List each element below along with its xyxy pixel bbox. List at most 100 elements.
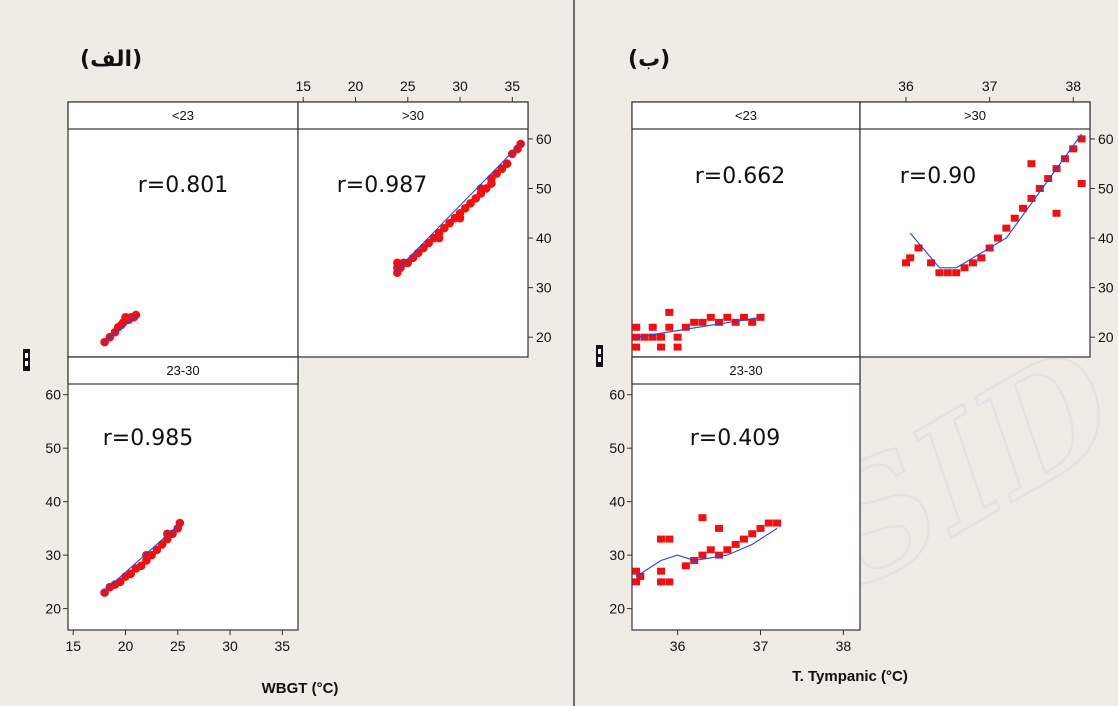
x-tick-label: 38: [836, 638, 852, 654]
data-point: [935, 269, 944, 277]
facet-panel: [67, 101, 299, 358]
data-point: [715, 524, 724, 532]
data-point: [690, 318, 699, 326]
data-point: [476, 184, 486, 193]
correlation-label: r=0.90: [900, 164, 976, 189]
data-point: [1077, 135, 1086, 143]
data-point: [927, 259, 936, 267]
data-point: [152, 545, 162, 555]
y-tick-label: 20: [609, 601, 625, 617]
y-tick-label: 60: [536, 131, 552, 147]
y-tick-label: 40: [609, 494, 625, 510]
y-tick-label: 30: [45, 547, 61, 563]
figure-b-ylabel-icon: [596, 345, 603, 367]
data-point: [715, 318, 724, 326]
y-tick-label: 20: [45, 601, 61, 617]
y-tick-label: 60: [45, 387, 61, 403]
x-tick-label: 20: [118, 638, 134, 654]
data-point: [698, 318, 707, 326]
data-point: [136, 561, 146, 571]
facet-panel: [67, 356, 299, 631]
data-point: [681, 562, 690, 570]
data-point: [632, 323, 641, 331]
y-tick-label: 50: [45, 440, 61, 456]
y-tick-label: 50: [1098, 180, 1114, 196]
data-point: [748, 318, 757, 326]
data-point: [1019, 204, 1028, 212]
data-point: [673, 343, 682, 351]
x-tick-label: 25: [400, 78, 416, 94]
data-point: [434, 233, 444, 243]
x-tick-label: 25: [170, 638, 186, 654]
figure-b-title: (ب): [628, 47, 670, 72]
data-point: [698, 551, 707, 559]
x-tick-label: 15: [295, 78, 311, 94]
data-point: [131, 310, 141, 320]
x-tick-label: 37: [753, 638, 769, 654]
y-tick-label: 20: [536, 329, 552, 345]
data-point: [657, 333, 666, 341]
data-point: [968, 259, 977, 267]
x-tick-label: 35: [275, 638, 291, 654]
x-tick-label: 38: [1065, 78, 1081, 94]
x-tick-label: 20: [348, 78, 364, 94]
data-point: [665, 308, 674, 316]
x-tick-label: 36: [670, 638, 686, 654]
plot-layer: <23 r=0.801 >30 r=0.987 20 30 40 50 60 15 20 25 30 35…: [45, 78, 1113, 654]
facet-strip: [297, 101, 529, 130]
facet-strip-label: 23-30: [729, 363, 762, 378]
x-tick-label: 37: [982, 78, 998, 94]
data-point: [115, 577, 125, 587]
facet-strip-label: >30: [964, 108, 986, 123]
data-point: [455, 213, 465, 223]
correlation-label: r=0.987: [337, 173, 427, 198]
data-point: [723, 546, 732, 554]
facet-panel: [297, 101, 529, 358]
data-point: [636, 573, 645, 581]
fit-line: [636, 316, 761, 338]
correlation-label: r=0.662: [695, 164, 785, 189]
y-tick-label: 30: [536, 280, 552, 296]
x-tick-label: 36: [898, 78, 914, 94]
figure-a-ylabel-icon: [23, 349, 30, 371]
data-point: [648, 323, 657, 331]
facet-strip: [859, 101, 1091, 130]
figure-b-xlabel: T. Tympanic (°C): [792, 668, 908, 685]
data-point: [739, 313, 748, 321]
data-point: [126, 569, 136, 579]
facet-strip-label: 23-30: [166, 363, 199, 378]
facet-strip-label: <23: [735, 108, 757, 123]
fit-line: [102, 522, 182, 594]
data-point: [764, 519, 773, 527]
data-point: [756, 313, 765, 321]
data-point: [748, 530, 757, 538]
data-point: [1027, 160, 1036, 168]
data-point: [632, 567, 641, 575]
data-point: [902, 259, 910, 267]
facet-strip: [67, 101, 299, 130]
y-tick-label: 40: [536, 230, 552, 246]
data-point: [657, 343, 666, 351]
data-point: [657, 535, 666, 543]
y-tick-label: 60: [609, 387, 625, 403]
correlation-label: r=0.985: [103, 426, 193, 451]
x-tick-label: 30: [222, 638, 238, 654]
data-point: [1060, 155, 1069, 163]
x-tick-label: 35: [505, 78, 521, 94]
data-point: [657, 567, 666, 575]
fit-line: [635, 527, 778, 577]
facet-strip: [631, 356, 861, 385]
figure-a-xlabel: WBGT (°C): [262, 680, 339, 697]
figure-a-title: (الف): [80, 47, 142, 72]
y-tick-label: 20: [1098, 329, 1114, 345]
data-point: [906, 254, 915, 262]
x-tick-label: 15: [65, 638, 81, 654]
data-point: [715, 551, 724, 559]
data-point: [731, 540, 740, 548]
y-tick-label: 40: [1098, 230, 1114, 246]
data-point: [163, 529, 172, 539]
fit-line: [909, 133, 1083, 269]
data-point: [681, 323, 690, 331]
data-point: [665, 578, 674, 586]
